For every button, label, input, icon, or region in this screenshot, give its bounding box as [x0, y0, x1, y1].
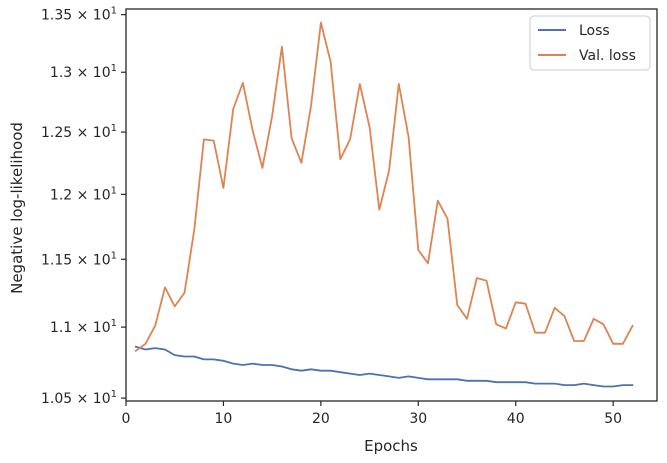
series-line-loss: [134, 345, 634, 388]
y-tick-label: 1.05 × 101: [41, 389, 117, 407]
x-tick-label: 40: [507, 411, 525, 427]
x-axis: 0 10 20 30 40 50: [122, 401, 622, 427]
x-tick-label: 0: [122, 411, 131, 427]
x-tick-label: 10: [215, 411, 233, 427]
series-layer: [134, 21, 634, 388]
x-tick-label: 50: [604, 411, 622, 427]
legend: Loss Val. loss: [529, 15, 651, 71]
y-tick-label: 1.2 × 101: [50, 185, 117, 203]
x-tick-label: 20: [312, 411, 330, 427]
y-tick-label: 1.1 × 101: [50, 318, 117, 336]
y-tick-label: 1.3 × 101: [50, 63, 117, 81]
x-axis-label: Epochs: [364, 437, 418, 455]
y-tick-label: 1.35 × 101: [41, 6, 117, 24]
x-tick-label: 30: [409, 411, 427, 427]
y-tick-label: 1.25 × 101: [41, 123, 117, 141]
y-axis-label: Negative log-likelihood: [8, 122, 26, 294]
legend-label-loss: Loss: [579, 23, 610, 39]
plot-frame: [125, 8, 658, 402]
legend-label-val-loss: Val. loss: [579, 48, 636, 64]
y-tick-label: 1.15 × 101: [41, 250, 117, 268]
series-line-val-loss: [134, 21, 634, 352]
y-axis: 1.05 × 101 1.1 × 101 1.15 × 101 1.2 × 101 1.…: [41, 6, 126, 407]
